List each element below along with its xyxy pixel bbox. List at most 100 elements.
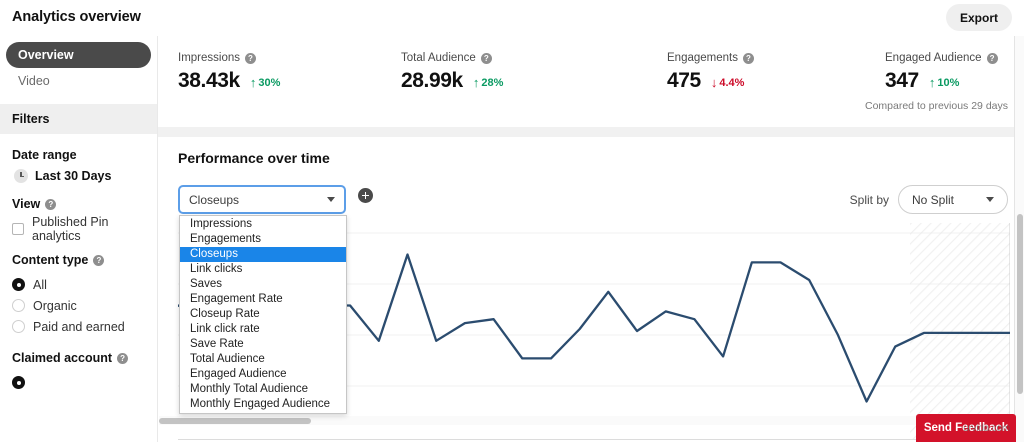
metric-delta-value: 4.4% (719, 76, 745, 89)
incomplete-data-region (910, 223, 1010, 439)
radio-icon[interactable] (12, 320, 25, 333)
metric-select-wrapper: Closeups Impressions Engagements Closeup… (178, 185, 347, 414)
send-feedback-button[interactable]: Send Feedback (916, 414, 1016, 442)
metric-delta-value: 28% (481, 76, 504, 89)
content-type-section: Content type ? All Organic Paid and earn… (0, 253, 157, 337)
metric-delta: ↓ 4.4% (711, 76, 745, 89)
clock-icon (14, 169, 28, 183)
chart-svg (178, 223, 1010, 439)
date-range-title: Date range (12, 148, 145, 162)
radio-label: Organic (33, 298, 77, 313)
chevron-down-icon (986, 197, 994, 202)
dropdown-option-closeups[interactable]: Closeups (180, 247, 346, 262)
date-range-section: Date range Last 30 Days (0, 148, 157, 183)
claimed-account-section: Claimed account ? (0, 351, 157, 393)
content-type-label: Content type (12, 253, 89, 267)
radio-label: All (33, 277, 47, 292)
help-icon[interactable]: ? (93, 254, 105, 266)
chevron-down-icon (327, 197, 335, 202)
help-icon[interactable]: ? (245, 52, 256, 64)
sidebar-item-label: Overview (18, 48, 74, 62)
metric-value: 28.99k (401, 69, 463, 92)
metric-label: Engaged Audience ? (885, 52, 998, 64)
help-icon[interactable]: ? (742, 52, 754, 64)
dropdown-option-monthly-engaged-audience[interactable]: Monthly Engaged Audience (190, 398, 331, 410)
dropdown-option-link-click-rate[interactable]: Link click rate (190, 323, 260, 335)
arrow-up-icon: ↑ (472, 75, 480, 90)
metric-select[interactable]: Closeups (178, 185, 346, 214)
sidebar-item-label: Video (18, 74, 50, 88)
checkbox-published-pin-analytics[interactable]: Published Pin analytics (12, 215, 145, 243)
arrow-down-icon: ↓ (710, 75, 718, 90)
dropdown-option-monthly-total-audience[interactable]: Monthly Total Audience (190, 383, 309, 395)
metric-delta: ↑ 30% (250, 76, 281, 89)
horizontal-scrollbar[interactable] (159, 416, 1014, 425)
metric-value: 38.43k (178, 69, 240, 92)
dropdown-option-saves[interactable]: Saves (190, 278, 222, 290)
dropdown-option-closeup-rate[interactable]: Closeup Rate (190, 308, 260, 320)
metric-engagements: Engagements ? 475 ↓ 4.4% (667, 52, 754, 93)
dropdown-option-engaged-audience[interactable]: Engaged Audience (190, 368, 287, 380)
sidebar-item-video[interactable]: Video (6, 68, 151, 94)
metric-name: Total Audience (401, 52, 476, 64)
performance-chart (178, 223, 1010, 439)
vertical-scrollbar[interactable] (1014, 36, 1024, 442)
radio-icon[interactable] (12, 376, 25, 389)
sidebar: Overview Video Filters Date range Last 3… (0, 36, 158, 442)
split-by-value: No Split (912, 192, 955, 207)
filters-heading: Filters (0, 104, 157, 134)
date-range-picker[interactable]: Last 30 Days (12, 169, 145, 183)
metric-impressions: Impressions ? 38.43k ↑ 30% (178, 52, 280, 93)
split-by-select[interactable]: No Split (898, 185, 1008, 214)
dropdown-option-engagement-rate[interactable]: Engagement Rate (190, 293, 283, 305)
help-icon[interactable]: ? (117, 352, 129, 364)
sidebar-item-overview[interactable]: Overview (6, 42, 151, 68)
view-title: View ? (12, 197, 145, 211)
performance-card: Performance over time Closeups Impressio… (158, 137, 1024, 442)
dropdown-option-impressions[interactable]: Impressions (190, 218, 252, 230)
performance-title: Performance over time (178, 150, 330, 166)
dropdown-option-link-clicks[interactable]: Link clicks (190, 263, 243, 275)
metric-name: Engaged Audience (885, 52, 982, 64)
metric-total-audience: Total Audience ? 28.99k ↑ 28% (401, 52, 503, 93)
radio-content-type-paid-and-earned[interactable]: Paid and earned (12, 316, 145, 337)
radio-content-type-organic[interactable]: Organic (12, 295, 145, 316)
arrow-up-icon: ↑ (249, 75, 257, 90)
chart-x-axis: Sep 11 Sep 15 Sep 19 Sep 23 Sep 27 Oct 1… (178, 439, 1010, 442)
vertical-scrollbar-thumb[interactable] (1017, 214, 1023, 394)
checkbox-icon[interactable] (12, 222, 24, 235)
radio-icon[interactable] (12, 299, 25, 312)
claimed-account-title: Claimed account ? (12, 351, 145, 365)
metric-delta-value: 30% (258, 76, 281, 89)
view-label: View (12, 197, 41, 211)
metric-label: Engagements ? (667, 52, 754, 64)
dropdown-option-engagements[interactable]: Engagements (190, 233, 261, 245)
metric-name: Impressions (178, 52, 240, 64)
metric-delta-value: 10% (937, 76, 960, 89)
content-type-title: Content type ? (12, 253, 145, 267)
metric-select-dropdown[interactable]: Impressions Engagements Closeups Link cl… (179, 215, 347, 414)
arrow-up-icon: ↑ (928, 75, 936, 90)
radio-label: Paid and earned (33, 319, 125, 334)
help-icon[interactable]: ? (480, 52, 492, 64)
metric-value: 347 (885, 69, 919, 92)
plus-circle-icon[interactable] (358, 188, 373, 203)
metric-label: Total Audience ? (401, 52, 503, 64)
horizontal-scrollbar-thumb[interactable] (159, 417, 311, 424)
dropdown-option-save-rate[interactable]: Save Rate (190, 338, 244, 350)
top-bar: Analytics overview Export (0, 0, 1024, 36)
date-range-value: Last 30 Days (35, 169, 112, 183)
main-content: Impressions ? 38.43k ↑ 30% Total Audienc… (158, 36, 1024, 442)
radio-icon[interactable] (12, 278, 25, 291)
metric-name: Engagements (667, 52, 738, 64)
export-button[interactable]: Export (945, 4, 1012, 31)
split-by-label: Split by (849, 192, 889, 207)
radio-content-type-all[interactable]: All (12, 274, 145, 295)
radio-claimed-account-first[interactable] (12, 372, 145, 393)
date-range-label: Date range (12, 148, 77, 162)
dropdown-option-total-audience[interactable]: Total Audience (190, 353, 265, 365)
help-icon[interactable]: ? (45, 198, 57, 210)
metric-delta: ↑ 10% (929, 76, 960, 89)
help-icon[interactable]: ? (986, 52, 998, 64)
